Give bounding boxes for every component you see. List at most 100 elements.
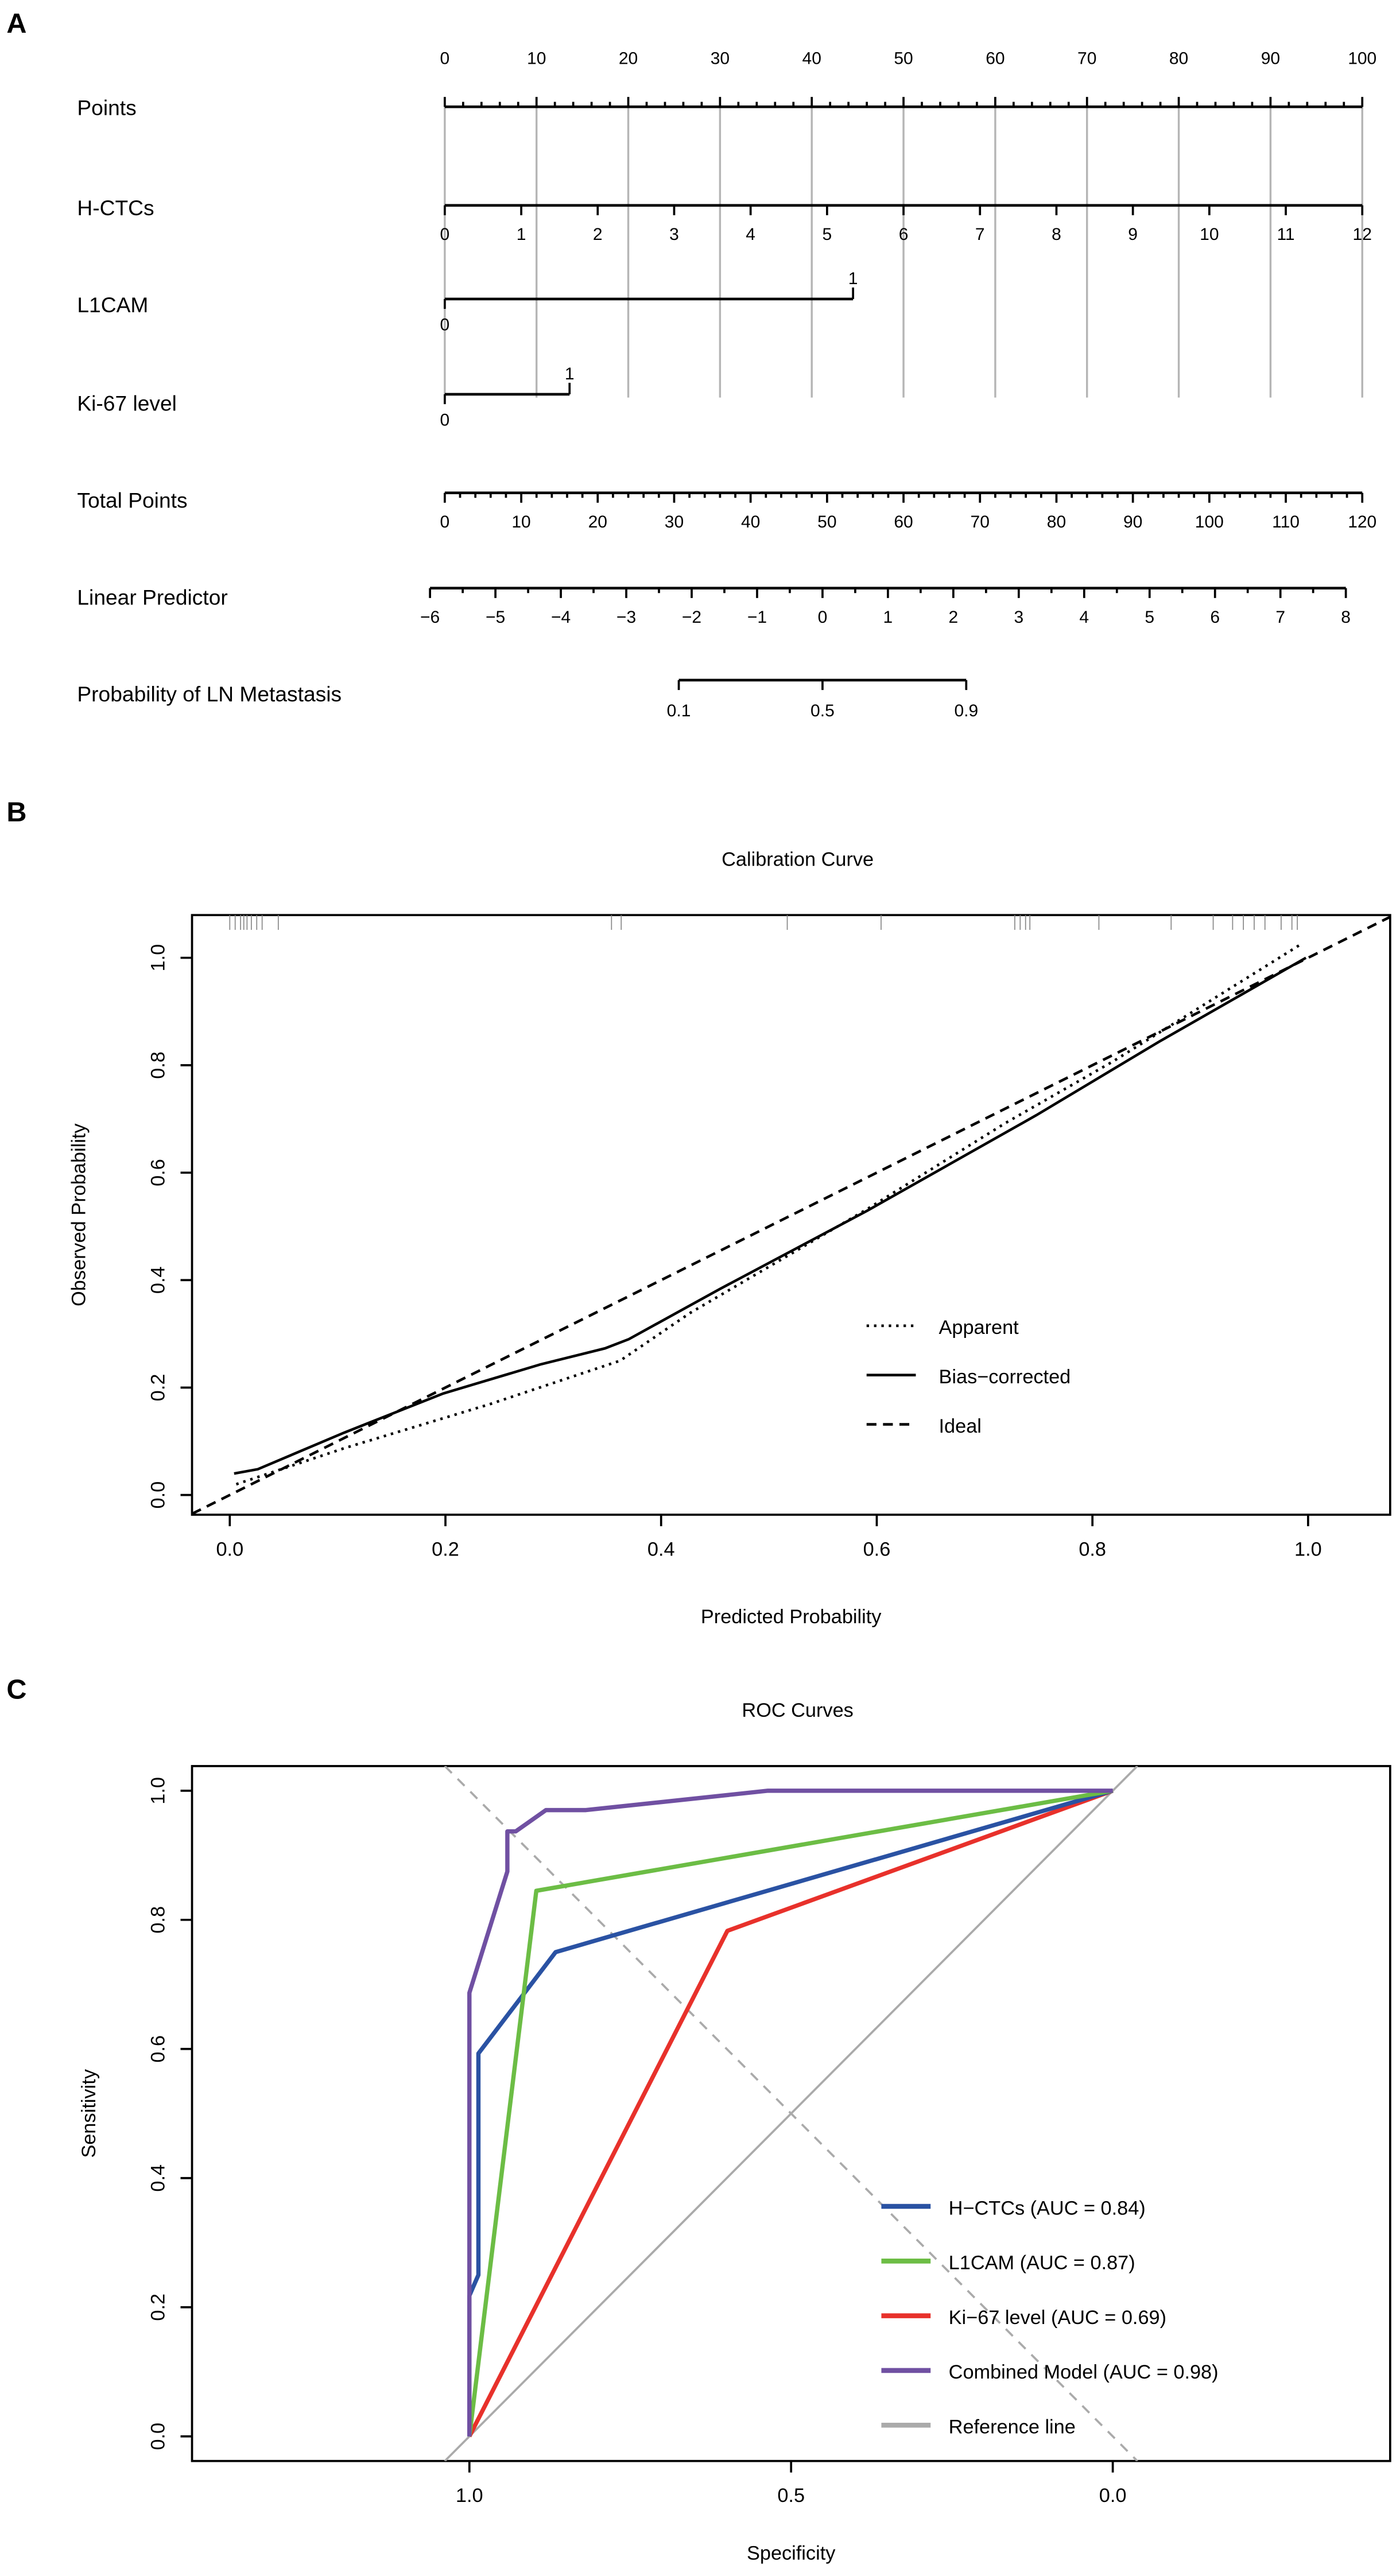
tick-label: 1	[517, 225, 526, 244]
tick-label: 30	[665, 513, 684, 532]
tick-label: 8	[1052, 225, 1061, 244]
row-label: Total Points	[77, 488, 187, 512]
y-tick-label: 0.0	[148, 2423, 169, 2450]
roc-curve	[467, 1789, 1113, 2437]
tick-label: 50	[894, 49, 913, 68]
tick-label: 5	[823, 225, 832, 244]
row-label: Points	[77, 95, 136, 119]
tick-label: 60	[986, 49, 1005, 68]
legend-label: Apparent	[939, 1317, 1019, 1339]
tick-label: 2	[593, 225, 603, 244]
row-label: Ki-67 level	[77, 391, 177, 416]
y-tick-label: 0.8	[148, 1906, 169, 1934]
chart-title: ROC Curves	[742, 1700, 853, 1721]
tick-label: 30	[711, 49, 730, 68]
tick-label: 8	[1341, 608, 1351, 627]
tick-label: 40	[802, 49, 821, 68]
tick-label: −6	[420, 608, 440, 627]
calibration-panel: B Calibration Curve 0.0 0.2 0.4 0.6 0.8 1.0 0.0 0…	[6, 797, 1391, 1628]
tick-label: 70	[971, 513, 990, 532]
plot-area	[444, 1766, 1138, 2461]
tick-label: 0	[440, 410, 450, 429]
series-solid-line	[234, 956, 1307, 1475]
tick-label: −4	[551, 608, 571, 627]
tick-label: 120	[1348, 513, 1376, 532]
tick-label: 6	[1210, 608, 1220, 627]
y-tick-label: 0.6	[148, 2035, 169, 2063]
y-axis-label: Sensitivity	[78, 2069, 100, 2158]
legend-label: Reference line	[949, 2416, 1076, 2438]
roc-panel: C ROC Curves 1.0 0.5 0.0 0.0 0.2 0.4 0.6 0.8 1.0 Sp…	[6, 1674, 1391, 2564]
tick-label: 10	[527, 49, 546, 68]
tick-label: 40	[741, 513, 760, 532]
panel-label-c: C	[6, 1674, 26, 1705]
tick-label: 110	[1272, 513, 1300, 532]
tick-label: 0.1	[667, 701, 691, 720]
y-tick-label: 0.4	[148, 2164, 169, 2192]
panel-label-b: B	[6, 797, 26, 828]
legend-label: L1CAM (AUC = 0.87)	[949, 2252, 1135, 2274]
y-tick-label: 0.0	[148, 1481, 169, 1509]
tick-label: 0	[440, 315, 450, 334]
row-label: Linear Predictor	[77, 585, 227, 609]
row-label: L1CAM	[77, 293, 148, 317]
tick-label: 1	[883, 608, 893, 627]
tick-label: 60	[894, 513, 913, 532]
tick-label: 90	[1261, 49, 1280, 68]
tick-label: 80	[1047, 513, 1066, 532]
tick-label: 100	[1348, 49, 1376, 68]
tick-label: 3	[1014, 608, 1023, 627]
series-dashed-line	[192, 915, 1390, 1515]
tick-label: 100	[1195, 513, 1224, 532]
x-tick-label: 0.0	[216, 1539, 243, 1561]
tick-label: 0	[818, 608, 828, 627]
x-axis-label: Specificity	[747, 2542, 836, 2564]
tick-label: 4	[746, 225, 755, 244]
legend-label: Ki−67 level (AUC = 0.69)	[949, 2307, 1166, 2329]
tick-label: 90	[1123, 513, 1142, 532]
tick-label: 6	[899, 225, 909, 244]
legend-label: Bias−corrected	[939, 1366, 1071, 1388]
roc-curve	[467, 1789, 1114, 2438]
tick-label: 12	[1353, 225, 1372, 244]
chart-title: Calibration Curve	[722, 848, 874, 870]
tick-label: 0	[440, 513, 450, 532]
y-tick-label: 0.6	[148, 1159, 169, 1186]
y-tick-label: 0.2	[148, 2294, 169, 2321]
x-tick-label: 0.2	[432, 1539, 459, 1561]
y-tick-label: 1.0	[148, 1777, 169, 1805]
tick-label: 3	[669, 225, 679, 244]
y-tick-label: 0.8	[148, 1052, 169, 1079]
row-label: H-CTCs	[77, 196, 154, 220]
legend-label: Combined Model (AUC = 0.98)	[949, 2361, 1219, 2383]
x-tick-label: 1.0	[456, 2485, 483, 2507]
tick-label: 20	[588, 513, 607, 532]
y-axis-label: Observed Probability	[68, 1123, 90, 1306]
tick-label: 2	[949, 608, 959, 627]
x-tick-label: 1.0	[1294, 1539, 1322, 1561]
x-tick-label: 0.4	[647, 1539, 675, 1561]
legend-label: Ideal	[939, 1415, 982, 1437]
x-tick-label: 0.8	[1079, 1539, 1106, 1561]
x-tick-label: 0.5	[777, 2485, 805, 2507]
tick-label: 20	[619, 49, 638, 68]
plot-frame	[191, 914, 1391, 1516]
tick-label: 0.9	[954, 701, 978, 720]
tick-label: 1	[848, 269, 858, 288]
tick-label: 0	[440, 49, 450, 68]
y-tick-label: 0.2	[148, 1374, 169, 1402]
tick-label: 50	[817, 513, 836, 532]
tick-label: −2	[682, 608, 701, 627]
tick-label: 7	[1275, 608, 1285, 627]
tick-label: 80	[1169, 49, 1188, 68]
x-tick-label: 0.0	[1099, 2485, 1127, 2507]
tick-label: −3	[616, 608, 636, 627]
tick-label: −1	[747, 608, 767, 627]
tick-label: 4	[1079, 608, 1089, 627]
reference-line	[444, 1766, 1138, 2461]
tick-label: 10	[511, 513, 530, 532]
tick-label: 7	[975, 225, 985, 244]
row-label: Probability of LN Metastasis	[77, 682, 342, 706]
tick-label: 0.5	[810, 701, 835, 720]
